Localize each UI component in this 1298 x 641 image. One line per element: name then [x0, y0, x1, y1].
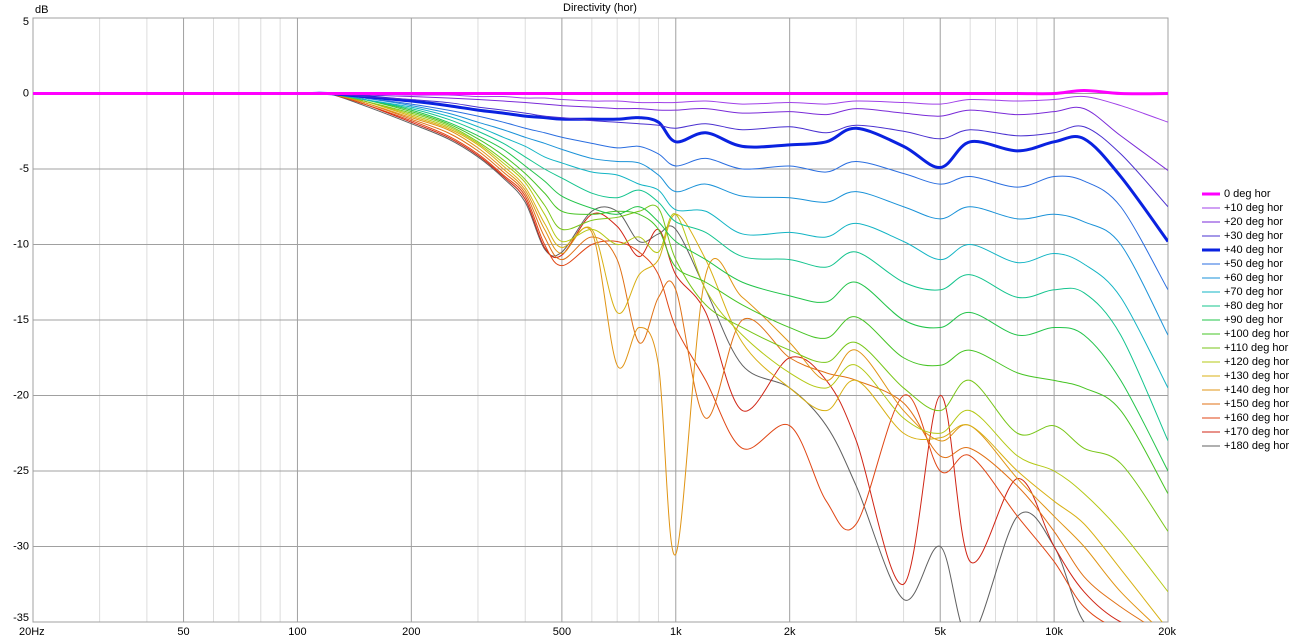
y-axis-label: dB — [35, 4, 48, 16]
x-tick-label: 20Hz — [19, 626, 45, 638]
series-line — [33, 92, 1168, 171]
legend: 0 deg hor +10 deg hor +20 deg hor +30 deg h… — [1202, 188, 1289, 452]
x-tick-label: 500 — [553, 626, 571, 638]
legend-label: +90 deg hor — [1224, 314, 1283, 326]
series-line — [33, 92, 1168, 208]
legend-label: +100 deg hor — [1224, 328, 1289, 340]
y-tick-label: -30 — [13, 540, 29, 552]
legend-label: +20 deg hor — [1224, 216, 1283, 228]
legend-label: +40 deg hor — [1224, 244, 1283, 256]
y-tick-label: -35 — [13, 612, 29, 624]
x-tick-label: 100 — [288, 626, 306, 638]
legend-label: +150 deg hor — [1224, 398, 1289, 410]
legend-label: +60 deg hor — [1224, 272, 1283, 284]
y-tick-label: -25 — [13, 465, 29, 477]
legend-label: +180 deg hor — [1224, 440, 1289, 452]
x-tick-label: 20k — [1158, 626, 1176, 638]
chart-title: Directivity (hor) — [563, 2, 637, 14]
legend-label: +110 deg hor — [1224, 342, 1289, 354]
x-tick-label: 50 — [177, 626, 189, 638]
legend-label: 0 deg hor — [1224, 188, 1271, 200]
series-line — [33, 92, 1153, 622]
lines — [33, 88, 1168, 622]
y-tick-label: -5 — [19, 163, 29, 175]
series-line — [33, 92, 1168, 389]
legend-label: +30 deg hor — [1224, 230, 1283, 242]
series-line — [33, 92, 1122, 622]
legend-label: +10 deg hor — [1224, 202, 1283, 214]
legend-label: +140 deg hor — [1224, 384, 1289, 396]
series-line — [33, 92, 1168, 291]
legend-label: +70 deg hor — [1224, 286, 1283, 298]
x-tick-label: 2k — [784, 626, 796, 638]
y-tick-label: -10 — [13, 238, 29, 250]
legend-label: +80 deg hor — [1224, 300, 1283, 312]
legend-label: +130 deg hor — [1224, 370, 1289, 382]
y-tick-label: -15 — [13, 314, 29, 326]
legend-label: +170 deg hor — [1224, 426, 1289, 438]
series-line — [33, 88, 1168, 96]
legend-label: +120 deg hor — [1224, 356, 1289, 368]
legend-label: +50 deg hor — [1224, 258, 1283, 270]
y-tick-label: -20 — [13, 389, 29, 401]
series-line — [33, 92, 1105, 622]
x-tick-label: 200 — [402, 626, 420, 638]
x-tick-label: 5k — [934, 626, 946, 638]
x-tick-label: 1k — [670, 626, 682, 638]
legend-label: +160 deg hor — [1224, 412, 1289, 424]
y-tick-label: 0 — [23, 87, 29, 99]
series-line — [33, 92, 1085, 622]
x-tick-label: 10k — [1045, 626, 1063, 638]
y-tick-label: 5 — [23, 16, 29, 28]
